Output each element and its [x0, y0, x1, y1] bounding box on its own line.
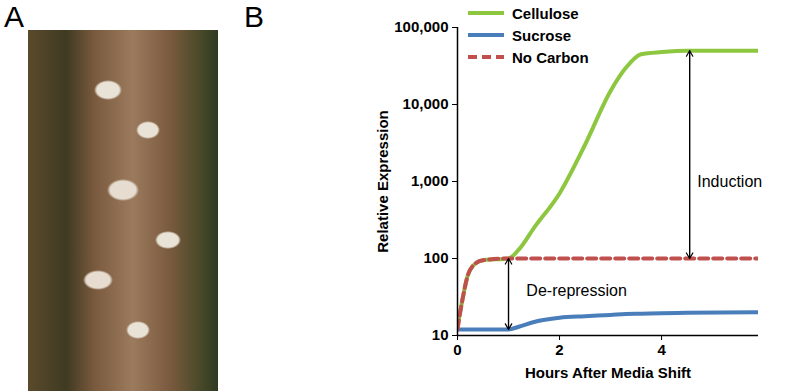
html-text:No Carbon: No Carbon	[512, 48, 589, 66]
html-text:A: A	[4, 0, 24, 33]
svg-text:2: 2	[555, 341, 563, 358]
svg-text:10,000: 10,000	[403, 95, 449, 112]
svg-text:10: 10	[432, 326, 449, 343]
svg-text:100,000: 100,000	[394, 18, 448, 35]
html-text:B: B	[244, 0, 264, 33]
svg-text:1,000: 1,000	[411, 172, 449, 189]
svg-text:Relative Expression: Relative Expression	[374, 110, 391, 253]
html-text:Cellulose: Cellulose	[512, 4, 579, 22]
svg-text:De-repression: De-repression	[526, 282, 626, 299]
html-text:Sucrose: Sucrose	[512, 26, 572, 44]
svg-text:100: 100	[423, 249, 448, 266]
svg-text:4: 4	[657, 341, 666, 358]
svg-text:0: 0	[453, 341, 461, 358]
svg-text:Hours After Media Shift: Hours After Media Shift	[525, 364, 691, 381]
svg-text:Induction: Induction	[697, 173, 762, 190]
